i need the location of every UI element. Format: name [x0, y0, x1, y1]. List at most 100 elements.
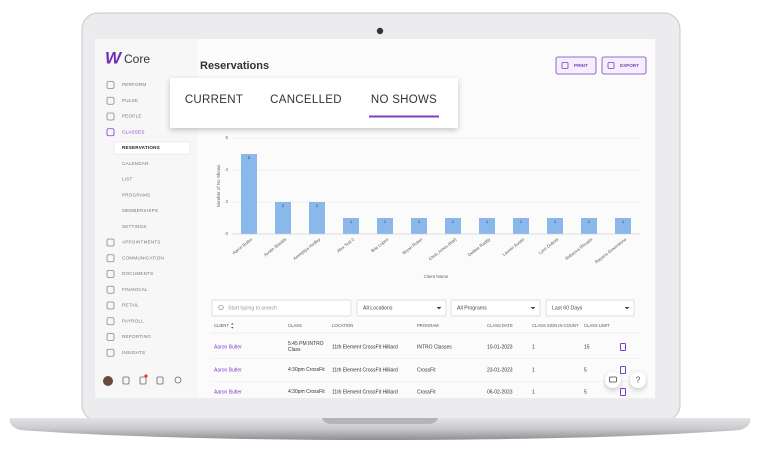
table-cell: 11th Element CrossFit Hilliard: [332, 389, 398, 395]
nav-item[interactable]: FINANCIAL: [122, 287, 148, 292]
scrollbar: [655, 39, 661, 398]
search-box[interactable]: [211, 299, 352, 317]
y-tick-label: 4: [225, 167, 228, 172]
nav-item[interactable]: PAYROLL: [122, 318, 144, 323]
cell-text: 4:30pm CrossFit: [288, 388, 325, 395]
client-link[interactable]: Aaron Butler: [214, 344, 242, 350]
dropdown[interactable]: [356, 299, 447, 317]
table-cell: 5:45 PM INTRO Class: [288, 340, 324, 354]
nav-icon: [106, 333, 115, 341]
button-icon: [607, 62, 615, 69]
table-cell: 15: [584, 344, 590, 350]
nav-icon: [106, 238, 115, 247]
base-notch: [322, 418, 438, 424]
dropdown[interactable]: [545, 299, 635, 317]
delete-icon[interactable]: [620, 343, 626, 351]
nav-item[interactable]: RETAIL: [122, 303, 139, 308]
bar-value-label: 1: [486, 219, 489, 224]
delete-icon[interactable]: [620, 366, 626, 374]
bar: [581, 218, 597, 234]
bar-value-label: 2: [282, 203, 285, 208]
nav-item[interactable]: PULSE: [122, 98, 138, 103]
bar-value-label: 1: [384, 219, 387, 224]
dropdown-label[interactable]: Last 60 Days: [552, 305, 583, 311]
nav-icon: [106, 348, 115, 357]
screen: W Core PERFORM PULSE PEOPLE CLASSES RESERVATIO…: [95, 39, 661, 398]
nav-item[interactable]: COMMUNICATION: [122, 255, 164, 260]
chat-icon: [609, 376, 617, 383]
cell-text: 5:45 PM INTRO Class: [288, 340, 324, 354]
nav-item[interactable]: PROGRAMS: [122, 192, 150, 197]
help-button[interactable]: [630, 372, 646, 388]
button-icon: [561, 62, 569, 69]
footer-icon[interactable]: [122, 376, 130, 385]
button-label[interactable]: EXPORT: [620, 63, 639, 68]
bar-value-label: 1: [452, 219, 455, 224]
tab[interactable]: NO SHOWS: [371, 94, 437, 106]
y-axis-label: Number of No Shows: [216, 164, 221, 208]
footer-icon[interactable]: [139, 376, 147, 385]
nav-item[interactable]: LIST: [122, 177, 133, 182]
nav-item[interactable]: APPOINTMENTS: [122, 240, 161, 245]
client-link[interactable]: Aaron Butler: [214, 389, 242, 395]
help-label[interactable]: ?: [636, 376, 641, 385]
y-tick-label: 6: [225, 135, 228, 140]
nav-item[interactable]: CLASSES: [122, 129, 145, 134]
laptop-base: [9, 418, 751, 440]
bar-value-label: 1: [520, 219, 523, 224]
y-tick-label: 0: [225, 231, 228, 236]
nav-item[interactable]: INSIGHTS: [122, 350, 145, 355]
nav-item[interactable]: PEOPLE: [122, 114, 142, 119]
bar: [343, 218, 359, 234]
header-button[interactable]: [601, 56, 647, 75]
table-cell: 4:30pm CrossFit: [288, 388, 325, 395]
tab[interactable]: CURRENT: [185, 94, 243, 106]
dropdown[interactable]: [450, 299, 541, 317]
nav-icon: [106, 112, 115, 121]
footer-icon[interactable]: [174, 376, 182, 384]
page-title: Reservations: [200, 60, 269, 72]
nav-item[interactable]: DOCUMENTS: [122, 271, 153, 276]
notification-dot: [144, 374, 148, 378]
search-placeholder: Start typing to search: [228, 305, 277, 311]
column-header: CLASS DATE: [487, 323, 513, 328]
dropdown-chevron: [436, 306, 442, 310]
cell-text: 4:30pm CrossFit: [288, 366, 325, 373]
nav-active-bg: [113, 141, 191, 155]
avatar[interactable]: [103, 376, 113, 386]
client-link[interactable]: Aaron Butler: [214, 367, 242, 373]
nav-item[interactable]: CALENDAR: [122, 161, 149, 166]
table-cell: 11th Element CrossFit Hilliard: [332, 367, 398, 373]
delete-icon[interactable]: [620, 388, 626, 396]
bar: [445, 218, 461, 234]
header-button[interactable]: [555, 56, 597, 75]
bar: [275, 202, 291, 234]
nav-icon: [106, 317, 115, 326]
table-cell: 23-01-2023: [487, 367, 513, 373]
button-label[interactable]: PRINT: [574, 63, 588, 68]
y-tick-label: 2: [225, 199, 228, 204]
nav-icon: [106, 96, 115, 105]
tab[interactable]: CANCELLED: [270, 94, 342, 106]
nav-icon: [106, 81, 115, 89]
footer-icon[interactable]: [156, 376, 164, 385]
nav-item[interactable]: REPORTING: [122, 334, 151, 339]
bar: [513, 218, 529, 234]
column-header: CLASS: [288, 323, 302, 328]
table-cell: CrossFit: [417, 389, 436, 395]
table-cell: CrossFit: [417, 367, 436, 373]
logo-mark: W: [105, 48, 123, 67]
chat-button[interactable]: [605, 372, 621, 388]
sort-icon: [231, 322, 234, 329]
nav-item[interactable]: PERFORM: [122, 82, 146, 87]
bar: [377, 218, 393, 234]
nav-item[interactable]: MEMBERSHIPS: [122, 208, 158, 213]
x-axis-label: Client Name: [424, 274, 449, 279]
nav-item[interactable]: RESERVATIONS: [122, 145, 160, 150]
column-header[interactable]: CLIENT: [214, 323, 229, 328]
table-cell: 11th Element CrossFit Hilliard: [332, 344, 398, 350]
dropdown-label[interactable]: All Programs: [457, 305, 487, 311]
nav-item[interactable]: SETTINGS: [122, 224, 147, 229]
dropdown-label[interactable]: All Locations: [363, 305, 393, 311]
bar: [309, 202, 325, 234]
